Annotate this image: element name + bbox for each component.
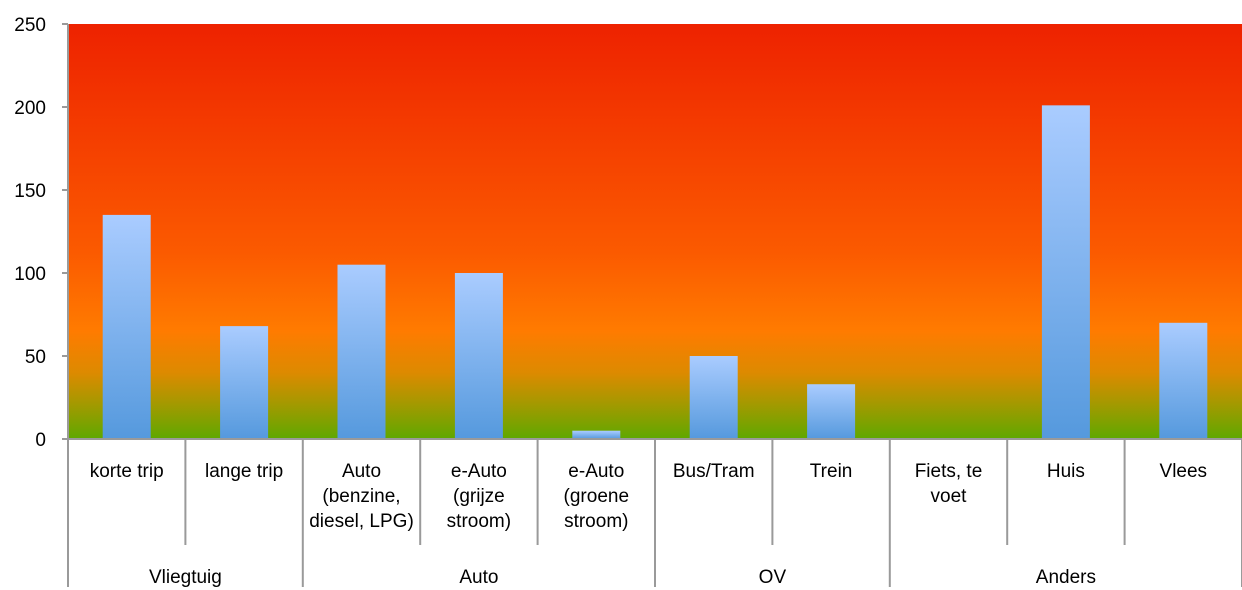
category-label: lange trip: [185, 459, 302, 484]
y-tick-label: 100: [14, 264, 46, 285]
bar: [572, 430, 621, 439]
bar: [220, 326, 269, 439]
category-label-line: Fiets, te: [914, 461, 983, 482]
bar: [102, 214, 151, 439]
category-label-line: diesel, LPG): [309, 511, 414, 532]
category-label: Bus/Tram: [655, 459, 772, 484]
x-axis: [67, 438, 1242, 587]
y-tick-label: 0: [35, 430, 46, 451]
category-label: Auto (benzine, diesel, LPG): [303, 459, 420, 534]
category-label: e-Auto (grijze stroom): [420, 459, 537, 534]
category-label-line: (grijze: [453, 486, 505, 507]
bar: [454, 273, 503, 439]
category-label-line: korte trip: [89, 461, 164, 482]
category-label: Huis: [1007, 459, 1124, 484]
category-label-line: Bus/Tram: [672, 461, 755, 482]
y-tick-label: 150: [14, 181, 46, 202]
bar: [1159, 322, 1208, 439]
y-axis: 0 50 100 150 200 250: [14, 15, 69, 451]
group-label: Auto: [459, 567, 499, 588]
category-label: Vlees: [1125, 459, 1242, 484]
category-label-line: lange trip: [205, 461, 284, 482]
category-label-line: (groene: [563, 486, 630, 507]
bar: [689, 356, 738, 439]
category-label-line: stroom): [446, 511, 512, 532]
category-label-line: Huis: [1046, 461, 1085, 482]
category-label-line: Trein: [809, 461, 853, 482]
category-label: korte trip: [68, 459, 185, 484]
group-label: Anders: [1035, 567, 1096, 588]
category-label-line: e-Auto: [450, 461, 507, 482]
y-tick-label: 50: [25, 347, 46, 368]
y-tick-label: 250: [14, 15, 46, 36]
category-label: Trein: [772, 459, 889, 484]
group-label: OV: [758, 567, 787, 588]
bar: [1041, 105, 1090, 439]
category-label-line: Auto: [341, 461, 382, 482]
bar: [337, 264, 386, 439]
bar: [807, 384, 856, 439]
category-label-line: e-Auto: [568, 461, 625, 482]
group-label: Vliegtuig: [148, 567, 222, 588]
bars: [102, 105, 1208, 439]
category-label: Fiets, te voet: [890, 459, 1007, 509]
category-label-line: stroom): [564, 511, 629, 532]
category-label-line: voet: [930, 486, 967, 507]
category-label: e-Auto (groene stroom): [538, 459, 655, 534]
y-tick-label: 200: [14, 98, 46, 119]
category-label-line: (benzine,: [322, 486, 401, 507]
category-label-line: Vlees: [1159, 461, 1208, 482]
